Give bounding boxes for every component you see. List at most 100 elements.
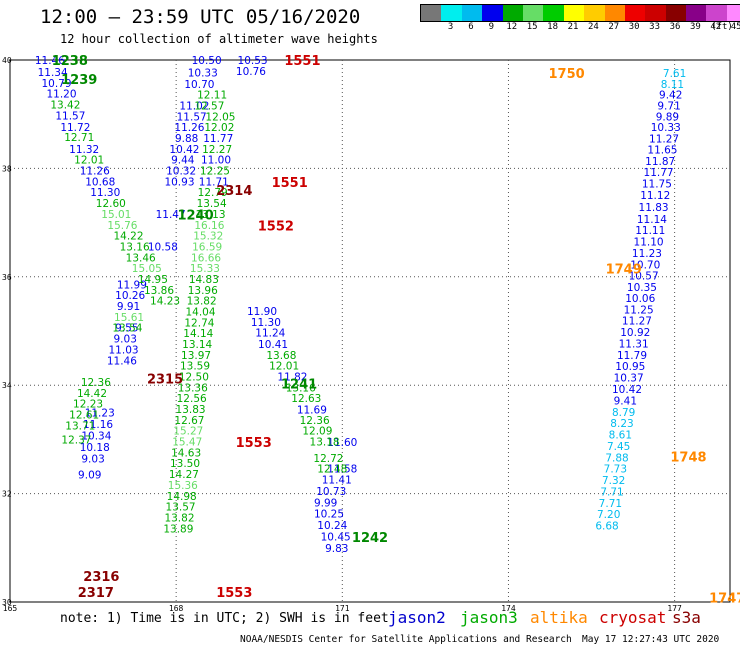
swh-value-jason3: 13.68 [266, 350, 296, 362]
swh-value-jason2: 11.26 [174, 122, 204, 134]
swh-value-jason3: 13.83 [176, 404, 206, 416]
swh-value-jason3: 13.57 [166, 502, 196, 514]
swh-value-jason2: 11.30 [251, 317, 281, 329]
swh-value-jason3: 16.59 [192, 241, 222, 253]
time-label: 1241 [281, 378, 317, 393]
swh-value-jason2: 11.60 [327, 437, 357, 449]
time-label: 1553 [216, 586, 252, 601]
swh-value-jason2: 11.87 [645, 156, 675, 168]
color-swatch [441, 5, 462, 21]
swh-value-jason2: 9.41 [614, 395, 637, 407]
swh-value-jason2: 11.82 [277, 372, 307, 384]
swh-value-jason2: 6.68 [595, 521, 618, 533]
swh-value-jason3: 12.36 [81, 377, 111, 389]
swh-value-jason2: 11.99 [117, 279, 147, 291]
swh-value-jason3: 15.76 [107, 220, 137, 232]
swh-value-jason2: 11.23 [632, 248, 662, 260]
swh-value-jason2: 10.34 [81, 431, 111, 443]
swh-value-jason3: 13.82 [164, 512, 194, 524]
swh-value-jason2: 10.92 [620, 327, 650, 339]
swh-value-jason3: 12.60 [96, 198, 126, 210]
swh-value-jason3: 13.97 [181, 350, 211, 362]
swh-value-jason3: 13.16 [286, 382, 316, 394]
swh-value-jason2: 10.57 [629, 271, 659, 283]
swh-value-jason2: 11.27 [622, 316, 652, 328]
color-swatch [584, 5, 605, 21]
swh-value-jason2: 10.32 [166, 166, 196, 178]
swh-value-jason2: 10.06 [625, 293, 655, 305]
page-title: 12:00 – 23:59 UTC 05/16/2020 [40, 6, 361, 28]
swh-value-jason2: 9.09 [78, 470, 101, 482]
swh-value-jason2: 11.12 [640, 190, 670, 202]
legend-s3a: s3a [672, 608, 701, 627]
swh-value-jason2: 9.03 [114, 334, 137, 346]
color-swatch [706, 5, 727, 21]
swh-value-jason2: 10.42 [169, 144, 199, 156]
swh-value-jason2: 7.71 [599, 498, 622, 510]
swh-value-jason3: 13.13 [195, 209, 225, 221]
time-label: 2316 [83, 570, 119, 585]
swh-value-jason2: 11.32 [69, 144, 99, 156]
footer-timestamp: May 17 12:27:43 UTC 2020 [582, 634, 720, 645]
swh-value-jason2: 11.11 [635, 225, 665, 237]
swh-value-jason2: 11.65 [647, 144, 677, 156]
swh-value-jason3: 13.54 [112, 323, 142, 335]
swh-value-jason2: 11.27 [649, 134, 679, 146]
swh-value-jason3: 16.66 [191, 252, 221, 264]
swh-value-jason3: 12.57 [194, 101, 224, 113]
swh-value-jason3: 12.27 [202, 144, 232, 156]
swh-value-jason2: 11.03 [109, 344, 139, 356]
color-scale-tick: 27 [608, 22, 620, 32]
color-swatch [624, 5, 646, 21]
x-tick-label: 177 [667, 604, 682, 613]
swh-value-jason2: 10.68 [85, 176, 115, 188]
swh-value-jason2: 10.45 [321, 531, 351, 543]
swh-value-jason2: 7.61 [663, 68, 686, 80]
swh-value-jason3: 12.25 [200, 166, 230, 178]
swh-value-jason2: 11.47 [156, 209, 186, 221]
time-label: 2317 [78, 586, 114, 601]
swh-value-jason2: 9.71 [657, 101, 680, 113]
time-label: 1240 [177, 208, 213, 223]
swh-value-jason2: 10.35 [627, 282, 657, 294]
color-scale-tick: 15 [526, 22, 538, 32]
swh-value-jason3: 13.89 [163, 523, 193, 535]
x-tick-label: 168 [169, 604, 184, 613]
swh-value-jason2: 9.44 [171, 155, 195, 167]
swh-value-jason3: 13.54 [197, 198, 227, 210]
swh-value-jason2: 11.83 [639, 202, 669, 214]
time-label: 1238 [52, 54, 88, 69]
swh-value-jason3: 15.01 [101, 209, 131, 221]
swh-value-jason2: 11.90 [247, 306, 277, 318]
swh-value-jason3: 12.11 [197, 90, 227, 102]
swh-value-jason2: 11.24 [255, 328, 285, 340]
swh-value-jason2: 9.03 [81, 453, 104, 465]
color-scale-tick: 39 [689, 22, 701, 32]
color-scale-unit: (ft) [711, 22, 733, 32]
swh-value-jason3: 12.05 [205, 111, 235, 123]
color-swatch [461, 5, 483, 21]
swh-value-jason2: 11.14 [637, 214, 667, 226]
x-tick-label: 171 [335, 604, 350, 613]
swh-value-jason3: 14.14 [183, 328, 213, 340]
swh-value-jason3: 12.48 [317, 464, 347, 476]
footer-credit: NOAA/NESDIS Center for Satellite Applica… [240, 634, 572, 645]
swh-value-jason2: 10.33 [651, 122, 681, 134]
swh-value-jason2: 7.88 [605, 452, 628, 464]
color-swatch [543, 5, 564, 21]
color-scale-tick: 36 [669, 22, 681, 32]
swh-value-jason2: 9.89 [656, 111, 679, 123]
color-swatch [522, 5, 544, 21]
swh-value-jason3: 15.32 [193, 231, 223, 243]
swh-value-jason2: 10.58 [148, 241, 178, 253]
swh-value-jason3: 12.01 [74, 155, 104, 167]
swh-value-jason3: 13.59 [180, 361, 210, 373]
swh-value-jason2: 10.42 [612, 384, 642, 396]
time-label: 1747 [709, 592, 740, 607]
y-tick-label: 36 [2, 273, 12, 282]
time-label: 1748 [670, 451, 706, 466]
swh-value-jason2: 11.72 [60, 122, 90, 134]
swh-value-jason2: 10.37 [614, 373, 644, 385]
swh-value-jason2: 8.79 [612, 407, 635, 419]
